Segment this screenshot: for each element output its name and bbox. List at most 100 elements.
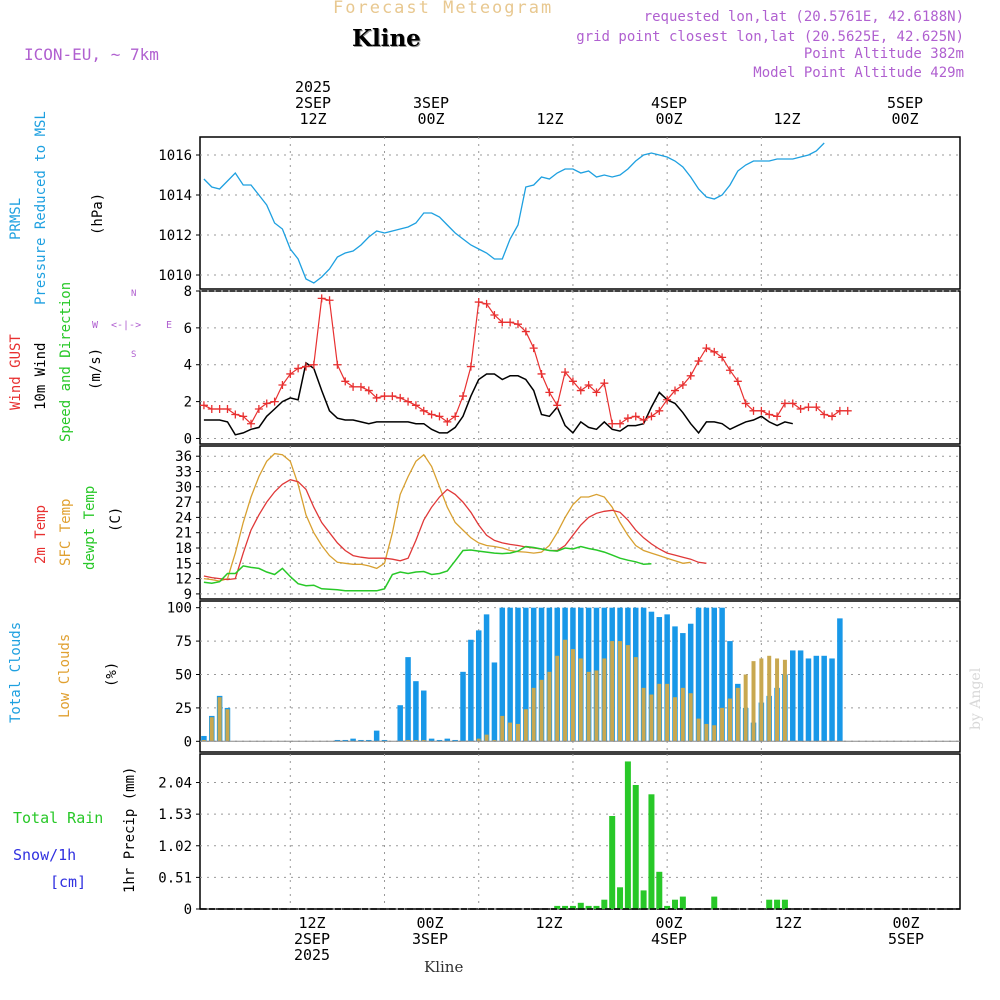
gust-marker bbox=[380, 392, 389, 401]
total-clouds-bar bbox=[405, 657, 411, 742]
gust-marker bbox=[796, 404, 805, 413]
total-clouds-bar bbox=[483, 614, 490, 742]
gust-marker bbox=[286, 369, 295, 378]
precip-bar bbox=[554, 905, 561, 909]
gust-marker bbox=[812, 403, 821, 412]
bottom-time-label: 00Z 3SEP bbox=[411, 914, 449, 948]
gust-marker bbox=[278, 381, 287, 390]
low-clouds-bar bbox=[720, 707, 725, 742]
y-tick-label: 1014 bbox=[158, 188, 192, 204]
y-tick-label: 1010 bbox=[158, 268, 192, 284]
y-tick-label: 0 bbox=[184, 431, 192, 447]
total-clouds-bar bbox=[687, 623, 694, 742]
y-tick-label: 0 bbox=[184, 902, 192, 918]
low-clouds-bar bbox=[751, 661, 756, 742]
gust-marker bbox=[663, 395, 672, 404]
precip-bar bbox=[593, 905, 600, 909]
low-clouds-bar bbox=[673, 697, 677, 742]
gust-marker bbox=[325, 296, 334, 305]
total-clouds-bar bbox=[350, 738, 356, 742]
y-tick-label: 15 bbox=[175, 556, 192, 572]
panel-frame bbox=[199, 753, 961, 910]
low-clouds-bar bbox=[665, 683, 670, 742]
gust-marker bbox=[765, 410, 774, 419]
gust-marker bbox=[521, 327, 530, 336]
location-name: Kline bbox=[352, 25, 421, 52]
total-clouds-bar bbox=[837, 618, 843, 742]
gust-marker bbox=[404, 397, 413, 406]
gust-marker bbox=[490, 310, 499, 319]
t2m-line bbox=[203, 479, 707, 581]
total-clouds-bar bbox=[805, 658, 812, 742]
bottom-time-label: 12Z 2SEP 2025 bbox=[293, 914, 331, 964]
gust-marker bbox=[513, 320, 522, 329]
total-clouds-bar bbox=[507, 607, 513, 742]
y-tick-label: 4 bbox=[184, 358, 192, 374]
y-tick-label: 1016 bbox=[158, 148, 192, 164]
gust-marker bbox=[451, 412, 460, 421]
gust-marker bbox=[294, 364, 303, 373]
gust-marker bbox=[231, 410, 240, 419]
low-clouds-bar bbox=[618, 641, 623, 742]
low-clouds-bar bbox=[775, 658, 780, 742]
low-clouds-bar bbox=[209, 717, 214, 742]
total-clouds-bar bbox=[640, 607, 647, 742]
low-clouds-bar bbox=[413, 739, 418, 742]
low-clouds-bar bbox=[649, 694, 654, 742]
compass-arrow: <-|-> bbox=[111, 320, 142, 331]
y-tick-label: 21 bbox=[175, 526, 192, 542]
gust-marker bbox=[545, 388, 554, 397]
low-clouds-bar bbox=[515, 723, 520, 742]
precip-bar bbox=[624, 761, 631, 909]
total-clouds-bar bbox=[366, 739, 372, 742]
low-clouds-bar bbox=[578, 658, 583, 742]
low-clouds-bar bbox=[476, 738, 481, 742]
gust-marker bbox=[553, 401, 562, 410]
gust-marker bbox=[301, 362, 310, 371]
total-clouds-bar bbox=[648, 611, 655, 742]
y-tick-label: 2.04 bbox=[158, 776, 192, 792]
wind10-line bbox=[203, 361, 793, 436]
low-clouds-bar bbox=[492, 739, 497, 742]
gust-marker bbox=[356, 382, 365, 391]
gust-marker bbox=[443, 417, 452, 426]
total-clouds-bar bbox=[444, 738, 451, 742]
bottom-time-label: 12Z bbox=[535, 914, 563, 932]
precip-bar bbox=[640, 890, 647, 909]
y-tick-label: 50 bbox=[175, 667, 192, 683]
top-time-label: 3SEP 00Z bbox=[412, 94, 450, 128]
low-clouds-bar bbox=[570, 649, 575, 742]
gust-marker bbox=[804, 403, 813, 412]
panel-frame bbox=[199, 445, 961, 600]
panel-frame bbox=[199, 136, 961, 290]
total-clouds-bar bbox=[342, 739, 348, 742]
low-clouds-bar bbox=[201, 739, 206, 742]
low-clouds-bar bbox=[641, 687, 646, 742]
low-clouds-bar bbox=[500, 715, 505, 742]
gust-marker bbox=[388, 392, 397, 401]
pressure-line bbox=[203, 142, 825, 284]
compass-south: S bbox=[131, 350, 137, 360]
y-tick-label: 12 bbox=[175, 572, 192, 588]
compass-east: E bbox=[166, 320, 173, 331]
total-clouds-bar bbox=[523, 607, 529, 742]
gust-marker bbox=[427, 410, 436, 419]
low-clouds-bar bbox=[217, 697, 222, 742]
gust-marker bbox=[372, 393, 381, 402]
y-tick-label: 75 bbox=[175, 634, 192, 650]
gust-marker bbox=[608, 419, 617, 428]
gust-marker bbox=[435, 412, 444, 421]
total-clouds-bar bbox=[373, 730, 380, 742]
chart-title: Forecast Meteogram bbox=[333, 0, 554, 18]
y-tick-label: 1.02 bbox=[158, 839, 192, 855]
gust-marker bbox=[466, 362, 475, 371]
snow-label: Snow/1h bbox=[13, 846, 77, 864]
gust-marker bbox=[694, 357, 703, 366]
total-clouds-bar bbox=[711, 607, 718, 742]
gust-marker bbox=[741, 399, 750, 408]
low-clouds-bar bbox=[225, 709, 230, 742]
point-altitude: Point Altitude 382m bbox=[803, 46, 964, 62]
panel-frame bbox=[199, 600, 961, 753]
top-time-label: 4SEP 00Z bbox=[650, 94, 688, 128]
